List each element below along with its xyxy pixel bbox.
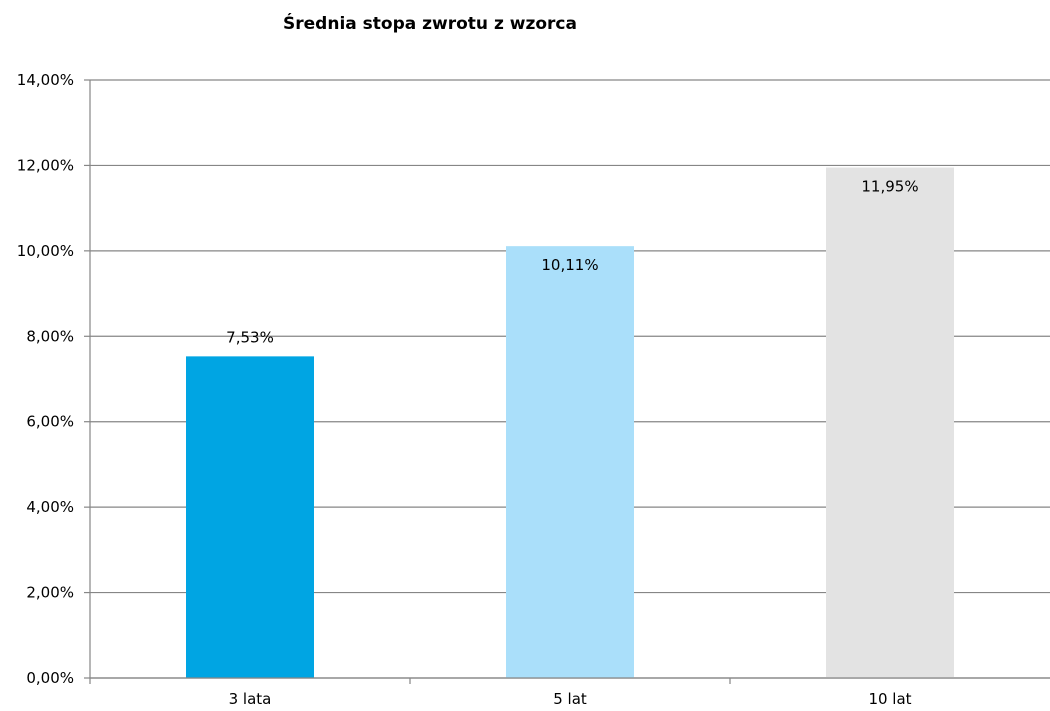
bar xyxy=(826,167,954,679)
x-tick-label: 10 lat xyxy=(868,690,911,708)
y-tick-label: 10,00% xyxy=(17,242,74,260)
data-label: 10,11% xyxy=(541,256,598,274)
y-tick-label: 8,00% xyxy=(26,327,74,345)
y-tick-label: 2,00% xyxy=(26,584,74,602)
y-tick-label: 0,00% xyxy=(26,669,74,687)
bar xyxy=(506,246,634,678)
chart-title: Średnia stopa zwrotu z wzorca xyxy=(283,14,577,34)
x-tick-label: 3 lata xyxy=(229,690,272,708)
bar xyxy=(186,356,314,678)
y-tick-label: 14,00% xyxy=(17,71,74,89)
y-tick-label: 6,00% xyxy=(26,413,74,431)
data-label: 11,95% xyxy=(861,178,918,196)
y-tick-label: 12,00% xyxy=(17,156,74,174)
x-tick-label: 5 lat xyxy=(553,690,587,708)
y-tick-label: 4,00% xyxy=(26,498,74,516)
data-label: 7,53% xyxy=(226,328,274,346)
